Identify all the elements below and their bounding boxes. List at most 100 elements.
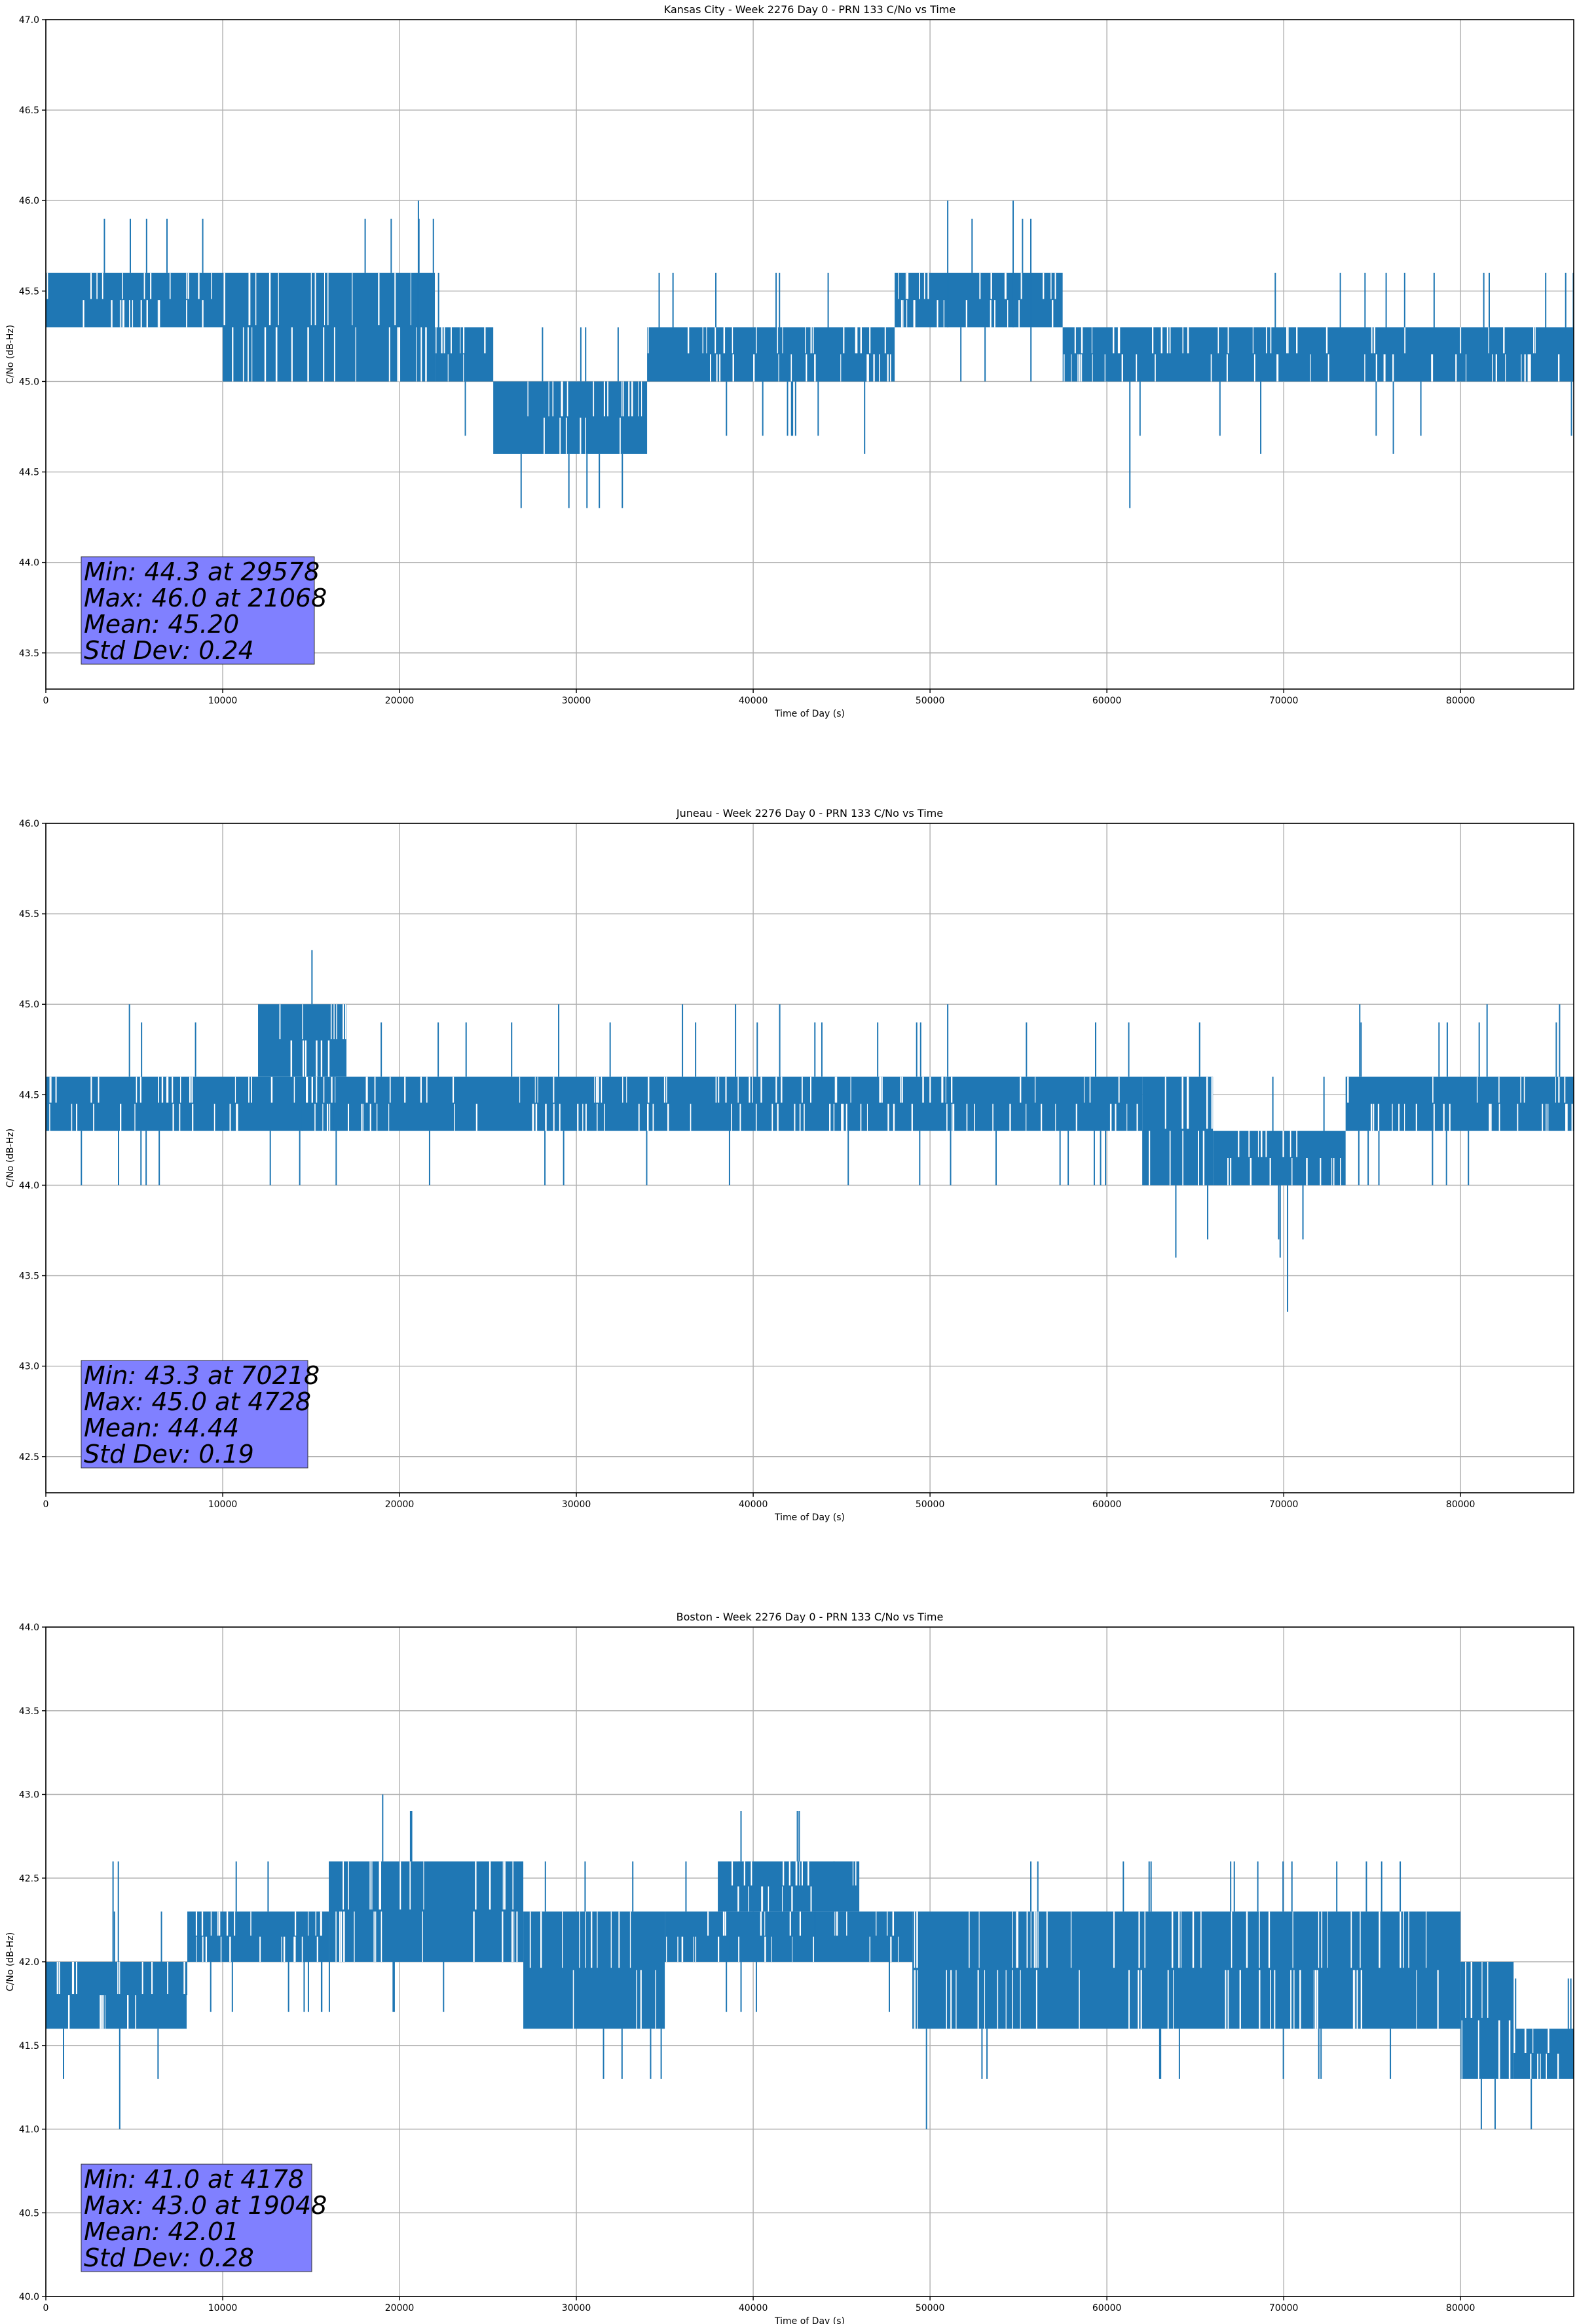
y-tick-label: 44.0 — [19, 1622, 39, 1633]
x-tick-label: 80000 — [1446, 1499, 1475, 1510]
data-gap — [234, 1911, 236, 1936]
data-gap — [941, 1076, 943, 1103]
data-gap — [98, 1076, 100, 1103]
data-gap — [1471, 1962, 1473, 2018]
data-gap — [946, 1970, 948, 2029]
data-gap — [172, 1076, 174, 1103]
data-gap — [1530, 354, 1531, 382]
data-gap — [129, 300, 130, 328]
data-gap — [722, 1911, 724, 1936]
data-gap — [1202, 1131, 1205, 1186]
data-gap — [1270, 1970, 1271, 2029]
data-gap — [1498, 1104, 1500, 1131]
data-gap — [1018, 300, 1020, 328]
chart-title: Boston - Week 2276 Day 0 - PRN 133 C/No … — [677, 1611, 944, 1623]
data-gap — [723, 327, 726, 354]
data-gap — [1529, 354, 1531, 382]
y-tick-label: 43.5 — [19, 1271, 39, 1282]
data-gap — [596, 1076, 598, 1103]
data-band — [46, 1076, 1143, 1131]
data-gap — [489, 1861, 491, 1910]
data-gap — [1192, 1911, 1195, 1968]
y-tick-label: 47.0 — [19, 15, 39, 26]
data-gap — [1564, 1076, 1566, 1103]
data-gap — [1136, 354, 1138, 382]
data-gap — [248, 272, 251, 326]
data-gap — [1043, 272, 1045, 299]
data-gap — [1404, 327, 1406, 354]
data-gap — [1016, 1911, 1018, 1968]
data-gap — [855, 1861, 857, 1886]
data-gap — [718, 1076, 720, 1103]
data-gap — [1138, 1911, 1140, 1968]
data-gap — [677, 1936, 678, 1962]
data-gap — [805, 327, 806, 354]
data-gap — [1431, 354, 1433, 382]
data-gap — [1227, 327, 1229, 354]
data-gap — [76, 1104, 78, 1131]
data-gap — [369, 1861, 371, 1910]
y-tick-label: 43.0 — [19, 1790, 39, 1801]
data-gap — [1534, 327, 1536, 354]
data-gap — [1166, 327, 1168, 354]
data-gap — [205, 1936, 208, 1962]
data-gap — [762, 1886, 764, 1912]
data-gap — [1259, 1970, 1261, 2029]
data-gap — [887, 354, 889, 382]
y-tick-label: 44.0 — [19, 1180, 39, 1191]
data-gap — [620, 417, 621, 454]
data-gap — [527, 381, 529, 417]
data-gap — [1455, 354, 1457, 382]
y-tick-label: 45.0 — [19, 377, 39, 387]
data-gap — [1465, 1962, 1466, 2018]
data-gap — [755, 1104, 757, 1131]
data-gap — [892, 1911, 895, 1936]
stats-line: Std Dev: 0.19 — [84, 1440, 254, 1469]
data-gap — [341, 1911, 343, 1962]
data-gap — [1181, 1076, 1183, 1129]
data-gap — [1118, 327, 1121, 354]
data-gap — [1198, 1131, 1199, 1186]
y-tick-label: 43.0 — [19, 1362, 39, 1372]
data-band — [523, 1911, 665, 2029]
data-gap — [1377, 1104, 1380, 1131]
data-gap — [375, 1911, 377, 1962]
data-gap — [799, 1861, 800, 1886]
data-gap — [1371, 327, 1373, 354]
data-gap — [248, 1076, 250, 1103]
data-gap — [1113, 1911, 1115, 1968]
data-gap — [1210, 354, 1212, 382]
data-gap — [259, 1936, 261, 1962]
data-gap — [420, 1076, 422, 1103]
data-gap — [979, 272, 981, 299]
data-gap — [897, 1936, 899, 1962]
data-gap — [201, 1911, 204, 1936]
data-gap — [1276, 354, 1278, 382]
x-tick-label: 60000 — [1092, 696, 1122, 706]
data-gap — [179, 1104, 181, 1131]
data-gap — [1138, 1970, 1140, 2029]
data-gap — [666, 1076, 667, 1103]
x-tick-label: 0 — [43, 696, 49, 706]
data-gap — [799, 1104, 801, 1131]
data-gap — [447, 354, 449, 382]
data-gap — [559, 1104, 561, 1131]
data-gap — [840, 354, 842, 382]
data-gap — [974, 1104, 975, 1131]
data-band — [187, 1911, 329, 1962]
data-gap — [836, 1911, 838, 1936]
data-gap — [100, 1995, 101, 2029]
data-gap — [316, 1936, 318, 1962]
data-gap — [1287, 327, 1289, 354]
data-gap — [1226, 354, 1228, 382]
data-gap — [90, 272, 92, 299]
data-gap — [290, 1040, 293, 1077]
data-gap — [1020, 1970, 1021, 2029]
data-gap — [1537, 2053, 1539, 2079]
data-gap — [731, 1104, 732, 1131]
data-gap — [582, 1104, 584, 1131]
y-tick-label: 42.0 — [19, 1957, 39, 1968]
data-band — [46, 272, 223, 328]
data-gap — [394, 272, 396, 326]
data-gap — [866, 1104, 868, 1131]
